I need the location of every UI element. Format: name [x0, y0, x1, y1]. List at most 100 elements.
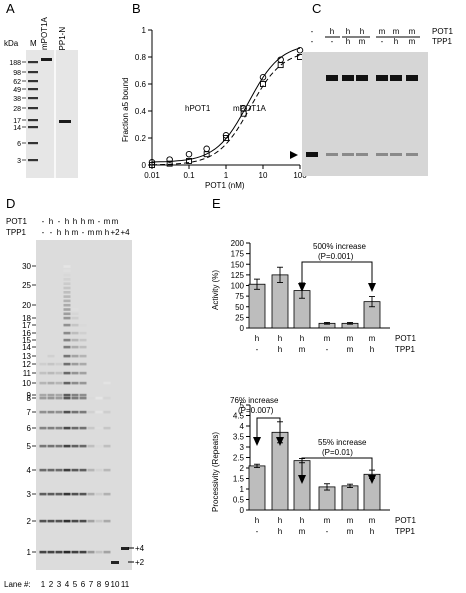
- extension-product-band: [47, 410, 55, 414]
- extension-product-band: [87, 410, 95, 414]
- repeat-number-label: 8: [27, 394, 32, 403]
- extension-product-band: [47, 519, 55, 523]
- extension-product-band: [47, 354, 55, 358]
- extension-product-band: [39, 444, 47, 448]
- lane-number: 8: [97, 580, 102, 589]
- lane-number: 9: [105, 580, 110, 589]
- extension-product-band: [63, 312, 71, 316]
- extension-product-band: [71, 316, 79, 320]
- extension-product-band: [39, 381, 47, 385]
- extension-product-band: [63, 295, 71, 298]
- b-y-tick-label: 0.8: [135, 53, 147, 62]
- e-y-tick-label: 0: [240, 324, 245, 333]
- b-y-tick-label: 0.4: [135, 107, 147, 116]
- e-bottom-pvalue-left: (P=0.007): [238, 406, 274, 415]
- repeat-number-label: 1: [27, 548, 32, 557]
- shifted-complex-band: [376, 75, 388, 81]
- extension-product-band: [79, 338, 87, 342]
- extension-product-band: [63, 519, 71, 523]
- mpot1a-data-point: [277, 62, 284, 69]
- extension-product-band: [39, 396, 47, 400]
- extension-product-band: [39, 362, 47, 366]
- repeat-number-label: 4: [27, 466, 32, 475]
- c-tpp1-lane-label: m: [409, 37, 416, 46]
- extension-product-band: [79, 371, 87, 375]
- shifted-complex-band: [356, 75, 368, 81]
- extension-product-band: [103, 492, 111, 496]
- e-pot1-category-label: m: [347, 516, 354, 525]
- extension-product-band: [79, 323, 87, 327]
- extension-product-band: [39, 492, 47, 496]
- c-tpp1-lane-label: h: [394, 37, 398, 46]
- extension-product-band: [55, 393, 63, 397]
- extension-product-band: [71, 323, 79, 327]
- extension-product-band: [39, 371, 47, 375]
- mpot1a-curve-label: mPOT1A: [233, 104, 267, 113]
- extension-product-band: [71, 519, 79, 523]
- e-tpp1-category-label: h: [370, 345, 374, 354]
- b-x-tick-label: 10: [259, 171, 268, 180]
- extension-product-band: [63, 323, 71, 327]
- e-top-y-axis-label: Activity (%): [211, 270, 220, 310]
- e-top-arrow-right: [368, 283, 376, 292]
- lane-number: 10: [111, 580, 120, 589]
- free-probe-arrow: [290, 151, 298, 159]
- c-pot1-lane-label: h: [360, 27, 364, 36]
- ladder-band: [28, 107, 38, 110]
- extension-product-band: [63, 278, 71, 281]
- panel-a-label: A: [6, 1, 15, 16]
- d-tpp1-lane-label: -: [42, 228, 45, 237]
- mpot1a-data-point: [166, 160, 173, 167]
- residual-probe-band: [356, 153, 368, 156]
- extension-product-band: [63, 550, 71, 554]
- e-y-tick-label: 100: [231, 282, 245, 291]
- repeat-number-label: 25: [22, 281, 31, 290]
- hpot1-curve-label: hPOT1: [185, 104, 211, 113]
- extension-product-band: [103, 468, 111, 472]
- c-pot1-lane-label: m: [379, 27, 386, 36]
- extension-product-band: [63, 393, 71, 397]
- mpot1a-data-point: [203, 151, 210, 158]
- repeat-number-label: 11: [23, 369, 32, 378]
- ladder-band: [28, 61, 38, 64]
- c-pot1-title: POT1: [432, 27, 453, 36]
- e-tpp1-category-label: h: [278, 345, 282, 354]
- kda-marker-label: 6: [17, 141, 21, 148]
- repeat-number-label: 9: [27, 391, 32, 400]
- extension-product-band: [79, 492, 87, 496]
- repeat-number-label: 18: [22, 314, 31, 323]
- repeat-number-label: 6: [27, 424, 32, 433]
- extension-product-band: [39, 393, 47, 397]
- extension-product-band: [39, 519, 47, 523]
- lane-number-title: Lane #:: [4, 580, 31, 589]
- b-x-tick-label: 1: [224, 171, 229, 180]
- d-tpp1-lane-label: h: [57, 228, 61, 237]
- extension-product-band: [63, 492, 71, 496]
- e-y-tick-label: 5: [240, 401, 245, 410]
- extension-product-band: [71, 308, 79, 311]
- residual-probe-band: [326, 153, 338, 156]
- extension-product-band: [55, 371, 63, 375]
- e-y-tick-label: 25: [235, 313, 244, 322]
- extension-product-band: [79, 331, 87, 335]
- d-pot1-lane-label: m: [88, 217, 95, 226]
- d-tpp1-lane-label: +4: [120, 228, 130, 237]
- mpot1a-data-point: [240, 110, 247, 117]
- b-y-tick-label: 0.2: [135, 134, 147, 143]
- e-y-tick-label: 75: [235, 292, 244, 301]
- extension-product-band: [55, 468, 63, 472]
- extension-product-band: [71, 345, 79, 349]
- panel-d: D POT1 TPP1 - h - h h h m - m m- - h h m - m m h +2 +4 3025…: [4, 196, 145, 589]
- repeat-number-label: 3: [27, 490, 32, 499]
- c-tpp1-lane-label: m: [359, 37, 366, 46]
- extension-product-band: [55, 396, 63, 400]
- b-x-axis-label: POT1 (nM): [205, 181, 245, 190]
- c-tpp1-lane-label: -: [381, 37, 384, 46]
- panel-b-label: B: [132, 1, 141, 16]
- e-pot1-category-label: m: [369, 334, 376, 343]
- c-tpp1-title: TPP1: [432, 37, 453, 46]
- extension-product-band: [63, 303, 71, 307]
- extension-product-band: [63, 338, 71, 342]
- extension-product-band: [47, 393, 55, 397]
- shifted-complex-band: [390, 75, 402, 81]
